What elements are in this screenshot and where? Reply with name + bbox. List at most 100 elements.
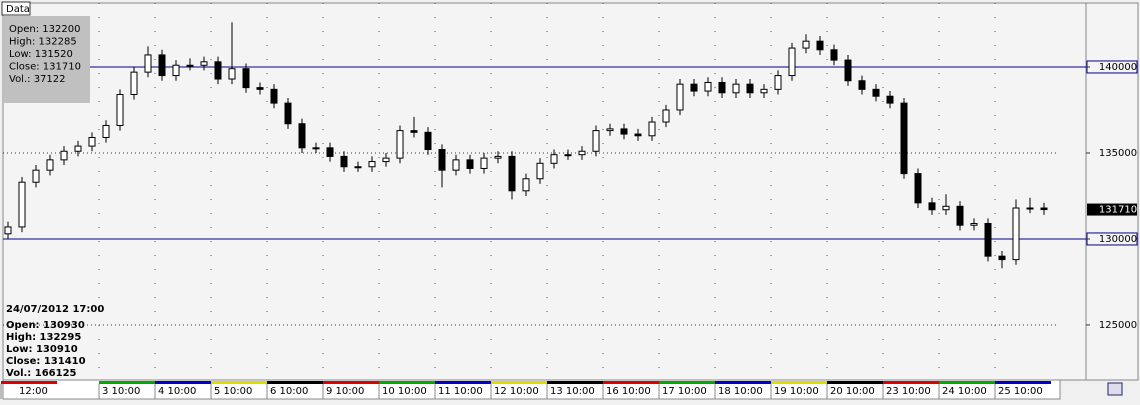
body: [774, 75, 782, 90]
x-tick-label: 19 10:00: [774, 386, 819, 397]
tab-label[interactable]: Data: [6, 4, 30, 15]
info-box: [3, 16, 90, 103]
x-tick-label: 5 10:00: [214, 386, 252, 397]
body: [536, 162, 544, 180]
x-tick-label: 16 10:00: [606, 386, 651, 397]
cursor-line: Low: 130910: [6, 344, 78, 355]
strip-segment: [323, 381, 379, 384]
body: [480, 157, 488, 169]
session-strip: [1, 381, 1051, 384]
tab[interactable]: [1, 1, 31, 16]
body: [956, 205, 964, 226]
x-tick-label: 6 10:00: [270, 386, 308, 397]
body: [788, 47, 796, 77]
body: [452, 159, 460, 171]
price-axis: [1085, 2, 1139, 381]
strip-segment: [1, 381, 57, 384]
body: [886, 95, 894, 104]
plot-area: [2, 2, 1087, 381]
cursor-line: Open: 130930: [6, 320, 85, 331]
body: [284, 102, 292, 125]
y-tick-label: 125000: [1099, 320, 1137, 331]
body: [466, 159, 474, 169]
body: [620, 128, 628, 135]
body: [256, 87, 264, 90]
body: [298, 123, 306, 149]
body: [1040, 207, 1048, 211]
strip-segment: [939, 381, 995, 384]
strip-segment: [995, 381, 1051, 384]
body: [228, 68, 236, 80]
corner-icon[interactable]: [1107, 382, 1123, 396]
body: [662, 109, 670, 123]
body: [802, 40, 810, 49]
info-line: High: 132285: [9, 37, 77, 48]
strip-segment: [155, 381, 211, 384]
body: [396, 130, 404, 159]
x-tick-label: 20 10:00: [830, 386, 875, 397]
body: [816, 40, 824, 51]
body: [102, 124, 110, 138]
strip-segment: [379, 381, 435, 384]
y-tick-label: 135000: [1099, 148, 1137, 159]
x-tick-label: 23 10:00: [886, 386, 931, 397]
body: [424, 131, 432, 151]
body: [32, 169, 40, 183]
body: [914, 173, 922, 204]
strip-segment: [603, 381, 659, 384]
body: [340, 155, 348, 168]
strip-segment: [715, 381, 771, 384]
info-line: Vol.: 37122: [9, 74, 66, 85]
body: [634, 133, 642, 137]
x-tick-label: 13 10:00: [550, 386, 595, 397]
body: [144, 54, 152, 73]
body: [74, 145, 82, 152]
body: [438, 149, 446, 171]
strip-segment: [211, 381, 267, 384]
x-tick-label: 17 10:00: [662, 386, 707, 397]
info-line: Close: 131710: [9, 62, 81, 73]
body: [186, 64, 194, 67]
body: [550, 154, 558, 164]
body: [970, 222, 978, 226]
body: [326, 147, 334, 157]
body: [116, 93, 124, 126]
last-price-label: 131710: [1099, 205, 1137, 216]
body: [382, 157, 390, 163]
x-tick-label: 18 10:00: [718, 386, 763, 397]
x-tick-label: 12:00: [19, 386, 48, 397]
body: [760, 88, 768, 94]
body: [872, 88, 880, 97]
strip-segment: [659, 381, 715, 384]
cursor-line: Vol.: 166125: [6, 368, 77, 379]
body: [1012, 207, 1020, 261]
body: [578, 150, 586, 156]
body: [592, 130, 600, 152]
body: [704, 81, 712, 92]
cursor-line: 24/07/2012 17:00: [6, 304, 104, 315]
x-tick-label: 24 10:00: [942, 386, 987, 397]
body: [830, 49, 838, 61]
body: [718, 81, 726, 94]
x-tick-label: 9 10:00: [326, 386, 364, 397]
last-price-box: [1087, 203, 1137, 216]
body: [88, 136, 96, 147]
strip-segment: [491, 381, 547, 384]
body: [354, 166, 362, 169]
body: [522, 178, 530, 192]
cursor-line: High: 132295: [6, 332, 81, 343]
body: [942, 205, 950, 211]
body: [606, 128, 614, 132]
body: [984, 222, 992, 257]
body: [46, 159, 54, 171]
body: [508, 155, 516, 192]
body: [858, 80, 866, 90]
body: [690, 83, 698, 92]
x-tick-label: 3 10:00: [102, 386, 140, 397]
body: [312, 147, 320, 150]
strip-segment: [547, 381, 603, 384]
candles: [4, 22, 1048, 269]
